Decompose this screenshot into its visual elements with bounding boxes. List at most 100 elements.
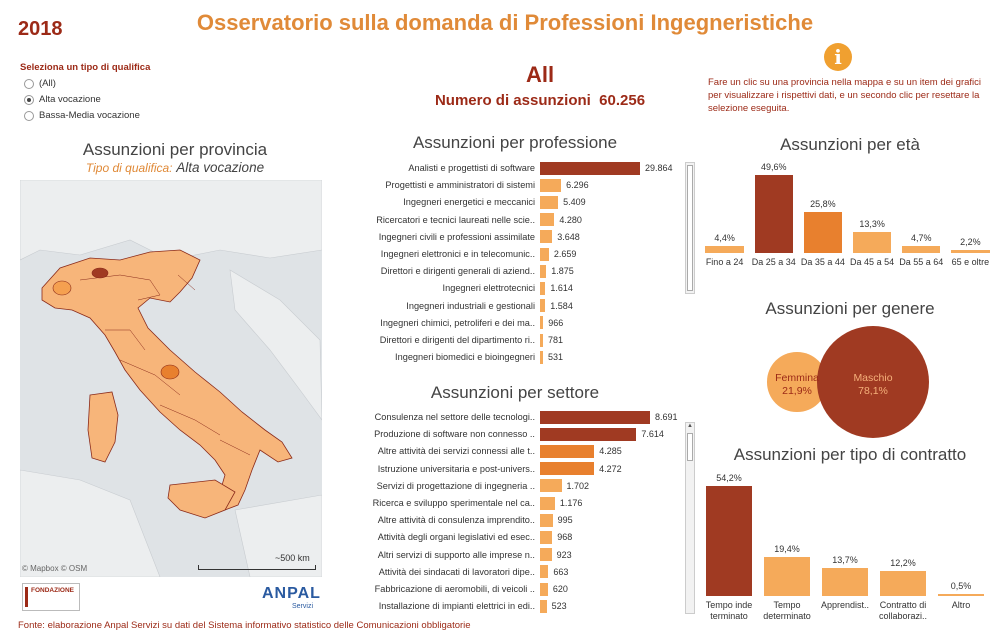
eta-bar[interactable]	[852, 232, 892, 253]
settore-row[interactable]: Attività dei sindacati di lavoratori dip…	[350, 564, 568, 580]
contratto-bar[interactable]	[822, 568, 868, 596]
map-subtitle-label: Tipo di qualifica:	[85, 161, 173, 175]
settore-row[interactable]: Servizi di progettazione di ingegneria .…	[350, 478, 589, 494]
contratto-chart[interactable]: 54,2% Tempo inde terminato 19,4% Tempo dete…	[700, 470, 995, 622]
province-roma	[160, 364, 180, 380]
professione-bar[interactable]	[540, 350, 543, 364]
settore-label: Ricerca e sviluppo sperimentale nel ca..	[372, 498, 535, 508]
eta-bar[interactable]	[754, 175, 793, 253]
professione-row[interactable]: Ingegneri industriali e gestionali 1.584	[350, 298, 573, 314]
genere-label: Maschio 78,1%	[833, 372, 913, 398]
settore-bar[interactable]	[540, 565, 549, 579]
settore-bar[interactable]	[540, 582, 548, 596]
professione-bar[interactable]	[540, 299, 546, 313]
professione-row[interactable]: Progettisti e amministratori di sistemi 6…	[350, 177, 589, 193]
filter-option-all[interactable]: (All)	[24, 78, 56, 89]
eta-title: Assunzioni per età	[780, 135, 920, 154]
radio-button-selected[interactable]	[24, 94, 34, 105]
professione-bar[interactable]	[540, 213, 555, 227]
professione-row[interactable]: Ingegneri elettronici e in telecomunic..…	[350, 246, 576, 262]
eta-bar[interactable]	[951, 249, 990, 253]
settore-bar[interactable]	[540, 479, 562, 493]
eta-bar[interactable]	[803, 212, 843, 253]
professione-chart[interactable]: Analisti e progettisti di software 29.864…	[350, 160, 685, 370]
eta-value: 13,3%	[859, 219, 885, 230]
scroll-up-icon[interactable]: ▲	[687, 423, 693, 429]
professione-bar[interactable]	[540, 264, 547, 278]
professione-bar[interactable]	[540, 281, 546, 295]
genere-bubble[interactable]	[767, 352, 827, 412]
professione-scrollbar[interactable]	[685, 162, 695, 294]
filter-option-bassa[interactable]: Bassa-Media vocazione	[24, 110, 140, 121]
settore-value: 995	[557, 515, 573, 526]
professione-scroll-thumb[interactable]	[687, 165, 693, 291]
settore-row[interactable]: Attività degli organi legislativi ed ese…	[350, 529, 572, 545]
contratto-value: 54,2%	[716, 473, 742, 483]
settore-row[interactable]: Istruzione universitaria e post-univers.…	[350, 461, 622, 477]
settore-bar[interactable]	[540, 444, 595, 458]
professione-row[interactable]: Analisti e progettisti di software 29.864	[350, 160, 673, 176]
professione-bar[interactable]	[540, 316, 544, 330]
province-map[interactable]	[20, 180, 322, 577]
settore-row[interactable]: Ricerca e sviluppo sperimentale nel ca..…	[350, 495, 582, 511]
genere-chart[interactable]: Femmina 21,9% Maschio 78,1%	[700, 325, 995, 440]
professione-row[interactable]: Ingegneri elettrotecnici 1.614	[350, 280, 573, 296]
settore-row[interactable]: Fabbricazione di aeromobili, di veicoli …	[350, 581, 568, 597]
contratto-bar[interactable]	[880, 571, 926, 596]
professione-value: 4.280	[559, 214, 582, 225]
professione-bar[interactable]	[540, 247, 549, 261]
filter-option-alta[interactable]: Alta vocazione	[24, 94, 101, 105]
settore-label: Fabbricazione di aeromobili, di veicoli …	[374, 584, 535, 594]
settore-row[interactable]: Produzione di software non connesso .. 7.…	[350, 426, 664, 442]
settore-chart[interactable]: Consulenza nel settore delle tecnologi..…	[350, 409, 685, 614]
settore-value: 7.614	[641, 429, 664, 440]
settore-value: 1.702	[566, 480, 590, 491]
professione-row[interactable]: Direttori e dirigenti del dipartimento r…	[350, 332, 563, 348]
settore-scroll-thumb[interactable]	[687, 433, 693, 461]
settore-value: 523	[551, 601, 567, 612]
settore-row[interactable]: Installazione di impianti elettrici in e…	[350, 598, 567, 614]
professione-row[interactable]: Ingegneri civili e professioni assimilat…	[350, 229, 580, 245]
settore-bar[interactable]	[540, 462, 595, 476]
professione-bar[interactable]	[540, 333, 543, 347]
settore-bar[interactable]	[540, 548, 552, 562]
professione-value: 1.584	[550, 300, 573, 311]
professione-row[interactable]: Ingegneri energetici e meccanici 5.409	[350, 194, 586, 210]
eta-bar[interactable]	[902, 245, 941, 253]
professione-bar[interactable]	[540, 195, 559, 209]
settore-row[interactable]: Altri servizi di supporto alle imprese n…	[350, 547, 572, 563]
contratto-bar[interactable]	[706, 486, 752, 596]
professione-row[interactable]: Direttori e dirigenti generali di aziend…	[350, 263, 574, 279]
settore-bar[interactable]	[540, 496, 555, 510]
settore-bar[interactable]	[540, 513, 553, 527]
settore-scrollbar[interactable]: ▲	[685, 422, 695, 614]
settore-bar[interactable]	[540, 599, 547, 613]
settore-bar[interactable]	[540, 530, 553, 544]
professione-bar[interactable]	[540, 178, 562, 192]
map-svg[interactable]	[20, 180, 322, 577]
eta-category: Da 35 a 44	[800, 257, 845, 267]
radio-button[interactable]	[24, 78, 34, 89]
contratto-bar[interactable]	[938, 594, 984, 596]
settore-bar[interactable]	[540, 427, 637, 441]
settore-value: 923	[556, 549, 572, 560]
radio-button[interactable]	[24, 110, 34, 121]
professione-bar[interactable]	[540, 161, 640, 175]
settore-row[interactable]: Altre attività dei servizi connessi alle…	[350, 443, 622, 459]
professione-row[interactable]: Ingegneri biomedici e bioingegneri 531	[350, 349, 563, 365]
eta-chart[interactable]: 4,4% Fino a 24 49,6% Da 25 a 34 25,8% Da 35 a…	[700, 160, 995, 285]
settore-row[interactable]: Altre attività di consulenza imprendito.…	[350, 512, 573, 528]
settore-row[interactable]: Consulenza nel settore delle tecnologi..…	[350, 409, 678, 425]
genere-bubble[interactable]	[817, 326, 929, 438]
info-icon[interactable]: i	[824, 43, 852, 71]
contratto-bar[interactable]	[764, 556, 810, 596]
settore-label: Servizi di progettazione di ingegneria .…	[376, 480, 535, 491]
professione-bar[interactable]	[540, 230, 553, 244]
map-subtitle: Tipo di qualifica: Alta vocazione	[20, 160, 330, 175]
professione-row[interactable]: Ingegneri chimici, petroliferi e dei ma.…	[350, 315, 563, 331]
map-credit: © Mapbox © OSM	[22, 564, 88, 573]
professione-row[interactable]: Ricercatori e tecnici laureati nelle sci…	[350, 212, 582, 228]
eta-bar[interactable]	[705, 246, 744, 253]
settore-bar[interactable]	[540, 410, 650, 424]
genere-value: 78,1%	[858, 385, 888, 397]
